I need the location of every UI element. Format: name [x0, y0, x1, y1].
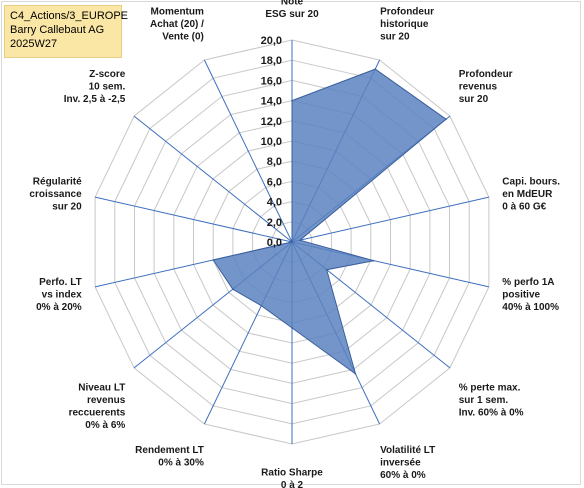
tick-label: 20,0 — [261, 35, 282, 47]
axis-label: Profondeur revenus sur 20 — [459, 69, 513, 105]
data-point — [291, 99, 293, 102]
data-point — [374, 68, 377, 70]
axis-label-line: inversée — [380, 458, 421, 469]
title-box: C4_Actions/3_EUROPE Barry Callebaut AG 2… — [4, 5, 128, 58]
axis-label-line: Momentum — [151, 6, 204, 17]
axis-label-line: 40% à 100% — [502, 302, 559, 313]
axis-label: Volatilité LT inversée 60% à 0% — [380, 445, 435, 481]
axis-spoke — [94, 196, 293, 243]
data-point — [232, 288, 234, 291]
axis-label-line: historique — [380, 19, 429, 30]
tick-label: 0,0 — [267, 237, 282, 249]
axis-label-line: croissance — [29, 189, 82, 200]
title-line-2: Barry Callebaut AG — [10, 24, 105, 36]
axis-label-line: sur 1 sem. — [459, 395, 509, 406]
axis-label-line: Note — [281, 0, 304, 8]
axis-label: Niveau LT revenus reccuerents 0% à 6% — [69, 382, 126, 431]
data-point — [299, 239, 301, 241]
axis-label-line: 0% à 6% — [85, 420, 125, 431]
axis-label: Capi. bours. en MdEUR 0 à 60 G€ — [502, 177, 560, 213]
data-series-area — [212, 68, 447, 376]
axis-label-line: ESG sur 20 — [265, 9, 319, 20]
data-point — [212, 259, 214, 261]
axis-spoke — [203, 59, 293, 243]
axis-label-line: Niveau LT — [78, 382, 125, 393]
axis-label-line: 10 sem. — [89, 82, 126, 93]
title-line-1: C4_Actions/3_EUROPE — [10, 10, 128, 22]
tick-label: 10,0 — [261, 136, 282, 148]
title-line-3: 2025W27 — [10, 38, 58, 50]
axis-label: % perfo 1A positive 40% à 100% — [502, 277, 559, 313]
axis-label-line: Profondeur — [380, 6, 434, 17]
axis-label-line: % perte max. — [459, 382, 521, 393]
tick-label: 14,0 — [261, 96, 282, 108]
axis-label-line: Vente (0) — [162, 31, 204, 42]
data-point — [260, 304, 263, 307]
tick-label: 4,0 — [267, 197, 282, 209]
axis-label-line: Rendement LT — [135, 445, 204, 456]
axis-label-line: positive — [502, 290, 540, 301]
axis-label-line: Perfo. LT — [39, 277, 82, 288]
axis-label: Rendement LT 0% à 30% — [135, 445, 204, 469]
axis-label-line: revenus — [87, 395, 126, 406]
axis-label-line: 0% à 30% — [158, 458, 204, 469]
axis-label-line: Inv. 60% à 0% — [459, 407, 524, 418]
axis-label-line: vs index — [42, 290, 82, 301]
axis-label-line: 0 à 2 — [281, 480, 304, 488]
axis-label-line: sur 20 — [380, 31, 410, 42]
axis-spoke — [133, 115, 293, 243]
axis-label: % perte max. sur 1 sem. Inv. 60% à 0% — [459, 382, 524, 418]
axis-label-line: Régularité — [33, 177, 82, 188]
axis-label: Ratio Sharpe 0 à 2 — [261, 468, 323, 488]
tick-label: 16,0 — [261, 75, 282, 87]
axis-label: Profondeur historique sur 20 — [380, 6, 434, 42]
tick-label: 18,0 — [261, 55, 282, 67]
axis-label-line: Profondeur — [459, 69, 513, 80]
axis-label-line: sur 20 — [459, 94, 489, 105]
tick-label: 2,0 — [267, 217, 282, 229]
axis-label-line: sur 20 — [52, 202, 82, 213]
axis-label-line: 0 à 60 G€ — [502, 202, 546, 213]
data-point — [291, 327, 293, 329]
data-point — [325, 268, 328, 271]
axis-spoke — [291, 196, 490, 243]
data-point — [354, 373, 357, 375]
axis-label-line: 0% à 20% — [36, 302, 82, 313]
axis-label: Régularité croissance sur 20 — [29, 177, 82, 213]
axis-label-line: % perfo 1A — [502, 277, 554, 288]
tick-label: 12,0 — [261, 116, 282, 128]
axis-label-line: Z-score — [89, 69, 126, 80]
axis-label-line: Volatilité LT — [380, 445, 435, 456]
tick-label: 8,0 — [267, 156, 282, 168]
axis-label-line: en MdEUR — [502, 189, 553, 200]
axis-label-line: Ratio Sharpe — [261, 468, 323, 479]
axis-label-line: Achat (20) / — [150, 19, 204, 30]
axis-label-line: reccuerents — [69, 407, 126, 418]
axis-label: Momentum Achat (20) / Vente (0) — [150, 6, 204, 42]
axis-label-line: 60% à 0% — [380, 470, 426, 481]
data-point — [372, 259, 375, 262]
axis-label: Note ESG sur 20 — [265, 0, 319, 20]
data-point — [291, 241, 293, 243]
axis-label-line: revenus — [459, 82, 498, 93]
data-point — [445, 118, 447, 120]
axis-label-line: Inv. 2,5 à -2,5 — [64, 94, 126, 105]
axis-label-line: Capi. bours. — [502, 177, 560, 188]
tick-label: 6,0 — [267, 176, 282, 188]
axis-label: Z-score 10 sem. Inv. 2,5 à -2,5 — [64, 69, 126, 105]
axis-label: Perfo. LT vs index 0% à 20% — [36, 277, 82, 313]
